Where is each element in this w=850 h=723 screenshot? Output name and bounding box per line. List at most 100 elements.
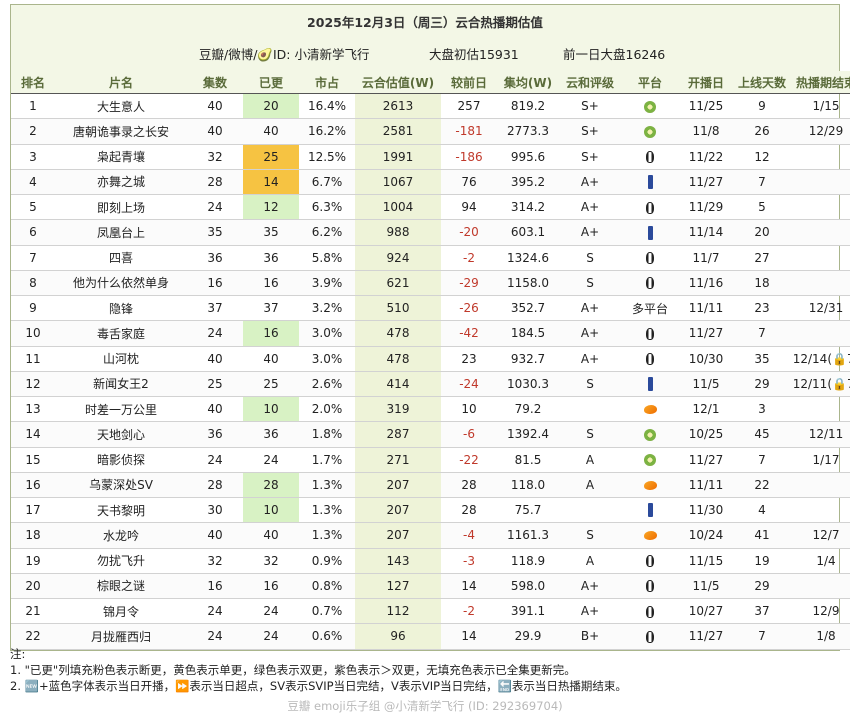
cell-platform xyxy=(621,447,679,473)
cell-title: 即刻上场 xyxy=(55,194,187,221)
cell-eps: 40 xyxy=(187,396,243,423)
cell-platform xyxy=(621,522,679,549)
cell-days: 7 xyxy=(733,623,791,650)
cell-updated: 10 xyxy=(243,497,299,524)
cell-platform xyxy=(621,245,679,271)
cell-start: 11/14 xyxy=(679,219,733,246)
cell-days: 4 xyxy=(733,497,791,524)
cell-share: 1.3% xyxy=(299,497,355,524)
table-row: 12 新闻女王2 25 25 2.6% 414 -24 1030.3 S 11/5 29 12/11(… xyxy=(11,371,850,398)
cell-est: 1991 xyxy=(355,144,441,170)
cell-share: 3.9% xyxy=(299,270,355,297)
cell-share: 2.6% xyxy=(299,371,355,398)
cell-avg: 118.0 xyxy=(497,472,559,499)
cell-title: 水龙吟 xyxy=(55,522,187,549)
cell-est: 207 xyxy=(355,522,441,549)
cell-avg: 1161.3 xyxy=(497,522,559,549)
cell-change: -6 xyxy=(441,421,497,448)
mango-icon xyxy=(643,531,657,541)
cell-est: 621 xyxy=(355,270,441,297)
cell-share: 1.7% xyxy=(299,447,355,473)
cell-eps: 32 xyxy=(187,144,243,170)
cell-grade: A xyxy=(559,447,621,473)
cell-change: -186 xyxy=(441,144,497,170)
cell-eps: 24 xyxy=(187,598,243,625)
cell-title: 月拢雁西归 xyxy=(55,623,187,650)
cell-platform xyxy=(621,346,679,372)
notes: 注: 1. "已更"列填充粉色表示断更，黄色表示单更，绿色表示双更，紫色表示＞双… xyxy=(10,646,627,694)
cell-est: 207 xyxy=(355,472,441,499)
cell-updated: 28 xyxy=(243,472,299,499)
cell-start: 11/29 xyxy=(679,194,733,221)
cell-updated: 37 xyxy=(243,295,299,322)
table-header-row: 排名 片名 集数 已更 市占 云合估值(W) 较前日 集均(W) 云和评级 平台 开播日 上线天数 热播… xyxy=(11,71,850,94)
cell-end: 12/11 xyxy=(791,421,850,448)
cell-start: 11/27 xyxy=(679,320,733,347)
cell-start: 11/22 xyxy=(679,144,733,170)
cell-title: 大生意人 xyxy=(55,93,187,120)
cell-change: -3 xyxy=(441,548,497,574)
cell-est: 478 xyxy=(355,346,441,372)
cell-days: 9 xyxy=(733,93,791,120)
cell-start: 11/7 xyxy=(679,245,733,271)
kiwi-icon xyxy=(644,428,656,441)
cell-avg: 314.2 xyxy=(497,194,559,221)
page-title: 2025年12月3日（周三）云合热播期估值 xyxy=(307,15,543,30)
cell-avg: 391.1 xyxy=(497,598,559,625)
cell-grade: S xyxy=(559,270,621,297)
cell-updated: 12 xyxy=(243,194,299,221)
column-header: 集数 xyxy=(187,71,243,94)
cell-title: 唐朝诡事录之长安 xyxy=(55,118,187,145)
cell-rank: 16 xyxy=(11,472,55,499)
cell-days: 37 xyxy=(733,598,791,625)
column-header: 片名 xyxy=(55,71,187,94)
cell-avg: 1030.3 xyxy=(497,371,559,398)
cell-est: 478 xyxy=(355,320,441,347)
cell-platform xyxy=(621,219,679,246)
cell-updated: 10 xyxy=(243,396,299,423)
cell-end xyxy=(791,270,850,297)
cell-est: 988 xyxy=(355,219,441,246)
cell-rank: 20 xyxy=(11,573,55,600)
source-info: 豆瓣/微博/🥑ID: 小清新学飞行 xyxy=(199,47,370,62)
table-row: 1 大生意人 40 20 16.4% 2613 257 819.2 S+ 11/25 9 1/15 xyxy=(11,93,850,120)
watermark: 豆瓣 emoji乐子组 @小清新学飞行 (ID: 292369704) xyxy=(287,699,563,713)
cell-rank: 5 xyxy=(11,194,55,221)
cell-rank: 14 xyxy=(11,421,55,448)
cell-grade: S xyxy=(559,522,621,549)
cell-title: 亦舞之城 xyxy=(55,169,187,196)
cell-change: 28 xyxy=(441,497,497,524)
cell-title: 锦月令 xyxy=(55,598,187,625)
penguin-icon xyxy=(646,201,654,214)
cell-days: 5 xyxy=(733,194,791,221)
kiwi-icon xyxy=(644,100,656,113)
kiwi-icon xyxy=(644,125,656,138)
cell-title: 毒舌家庭 xyxy=(55,320,187,347)
cell-eps: 25 xyxy=(187,371,243,398)
jeans-icon xyxy=(647,175,653,190)
cell-grade: S+ xyxy=(559,118,621,145)
cell-platform xyxy=(621,548,679,574)
cell-days: 20 xyxy=(733,219,791,246)
cell-est: 2581 xyxy=(355,118,441,145)
cell-eps: 40 xyxy=(187,118,243,145)
cell-end xyxy=(791,144,850,170)
cell-updated: 25 xyxy=(243,144,299,170)
table-row: 22 月拢雁西归 24 24 0.6% 96 14 29.9 B+ 11/27 7 1/8 xyxy=(11,623,850,650)
cell-updated: 40 xyxy=(243,346,299,372)
column-header: 上线天数 xyxy=(733,71,791,94)
cell-days: 7 xyxy=(733,169,791,196)
cell-rank: 9 xyxy=(11,295,55,322)
cell-updated: 35 xyxy=(243,219,299,246)
cell-est: 271 xyxy=(355,447,441,473)
cell-change: 76 xyxy=(441,169,497,196)
cell-rank: 3 xyxy=(11,144,55,170)
cell-end: 1/17 xyxy=(791,447,850,473)
notes-line-1: 1. "已更"列填充粉色表示断更，黄色表示单更，绿色表示双更，紫色表示＞双更，无… xyxy=(10,663,576,677)
cell-grade: S xyxy=(559,421,621,448)
cell-share: 16.2% xyxy=(299,118,355,145)
table-row: 8 他为什么依然单身 16 16 3.9% 621 -29 1158.0 S 11/16 18 xyxy=(11,270,850,297)
cell-start: 10/24 xyxy=(679,522,733,549)
cell-grade: S+ xyxy=(559,144,621,170)
cell-rank: 22 xyxy=(11,623,55,650)
